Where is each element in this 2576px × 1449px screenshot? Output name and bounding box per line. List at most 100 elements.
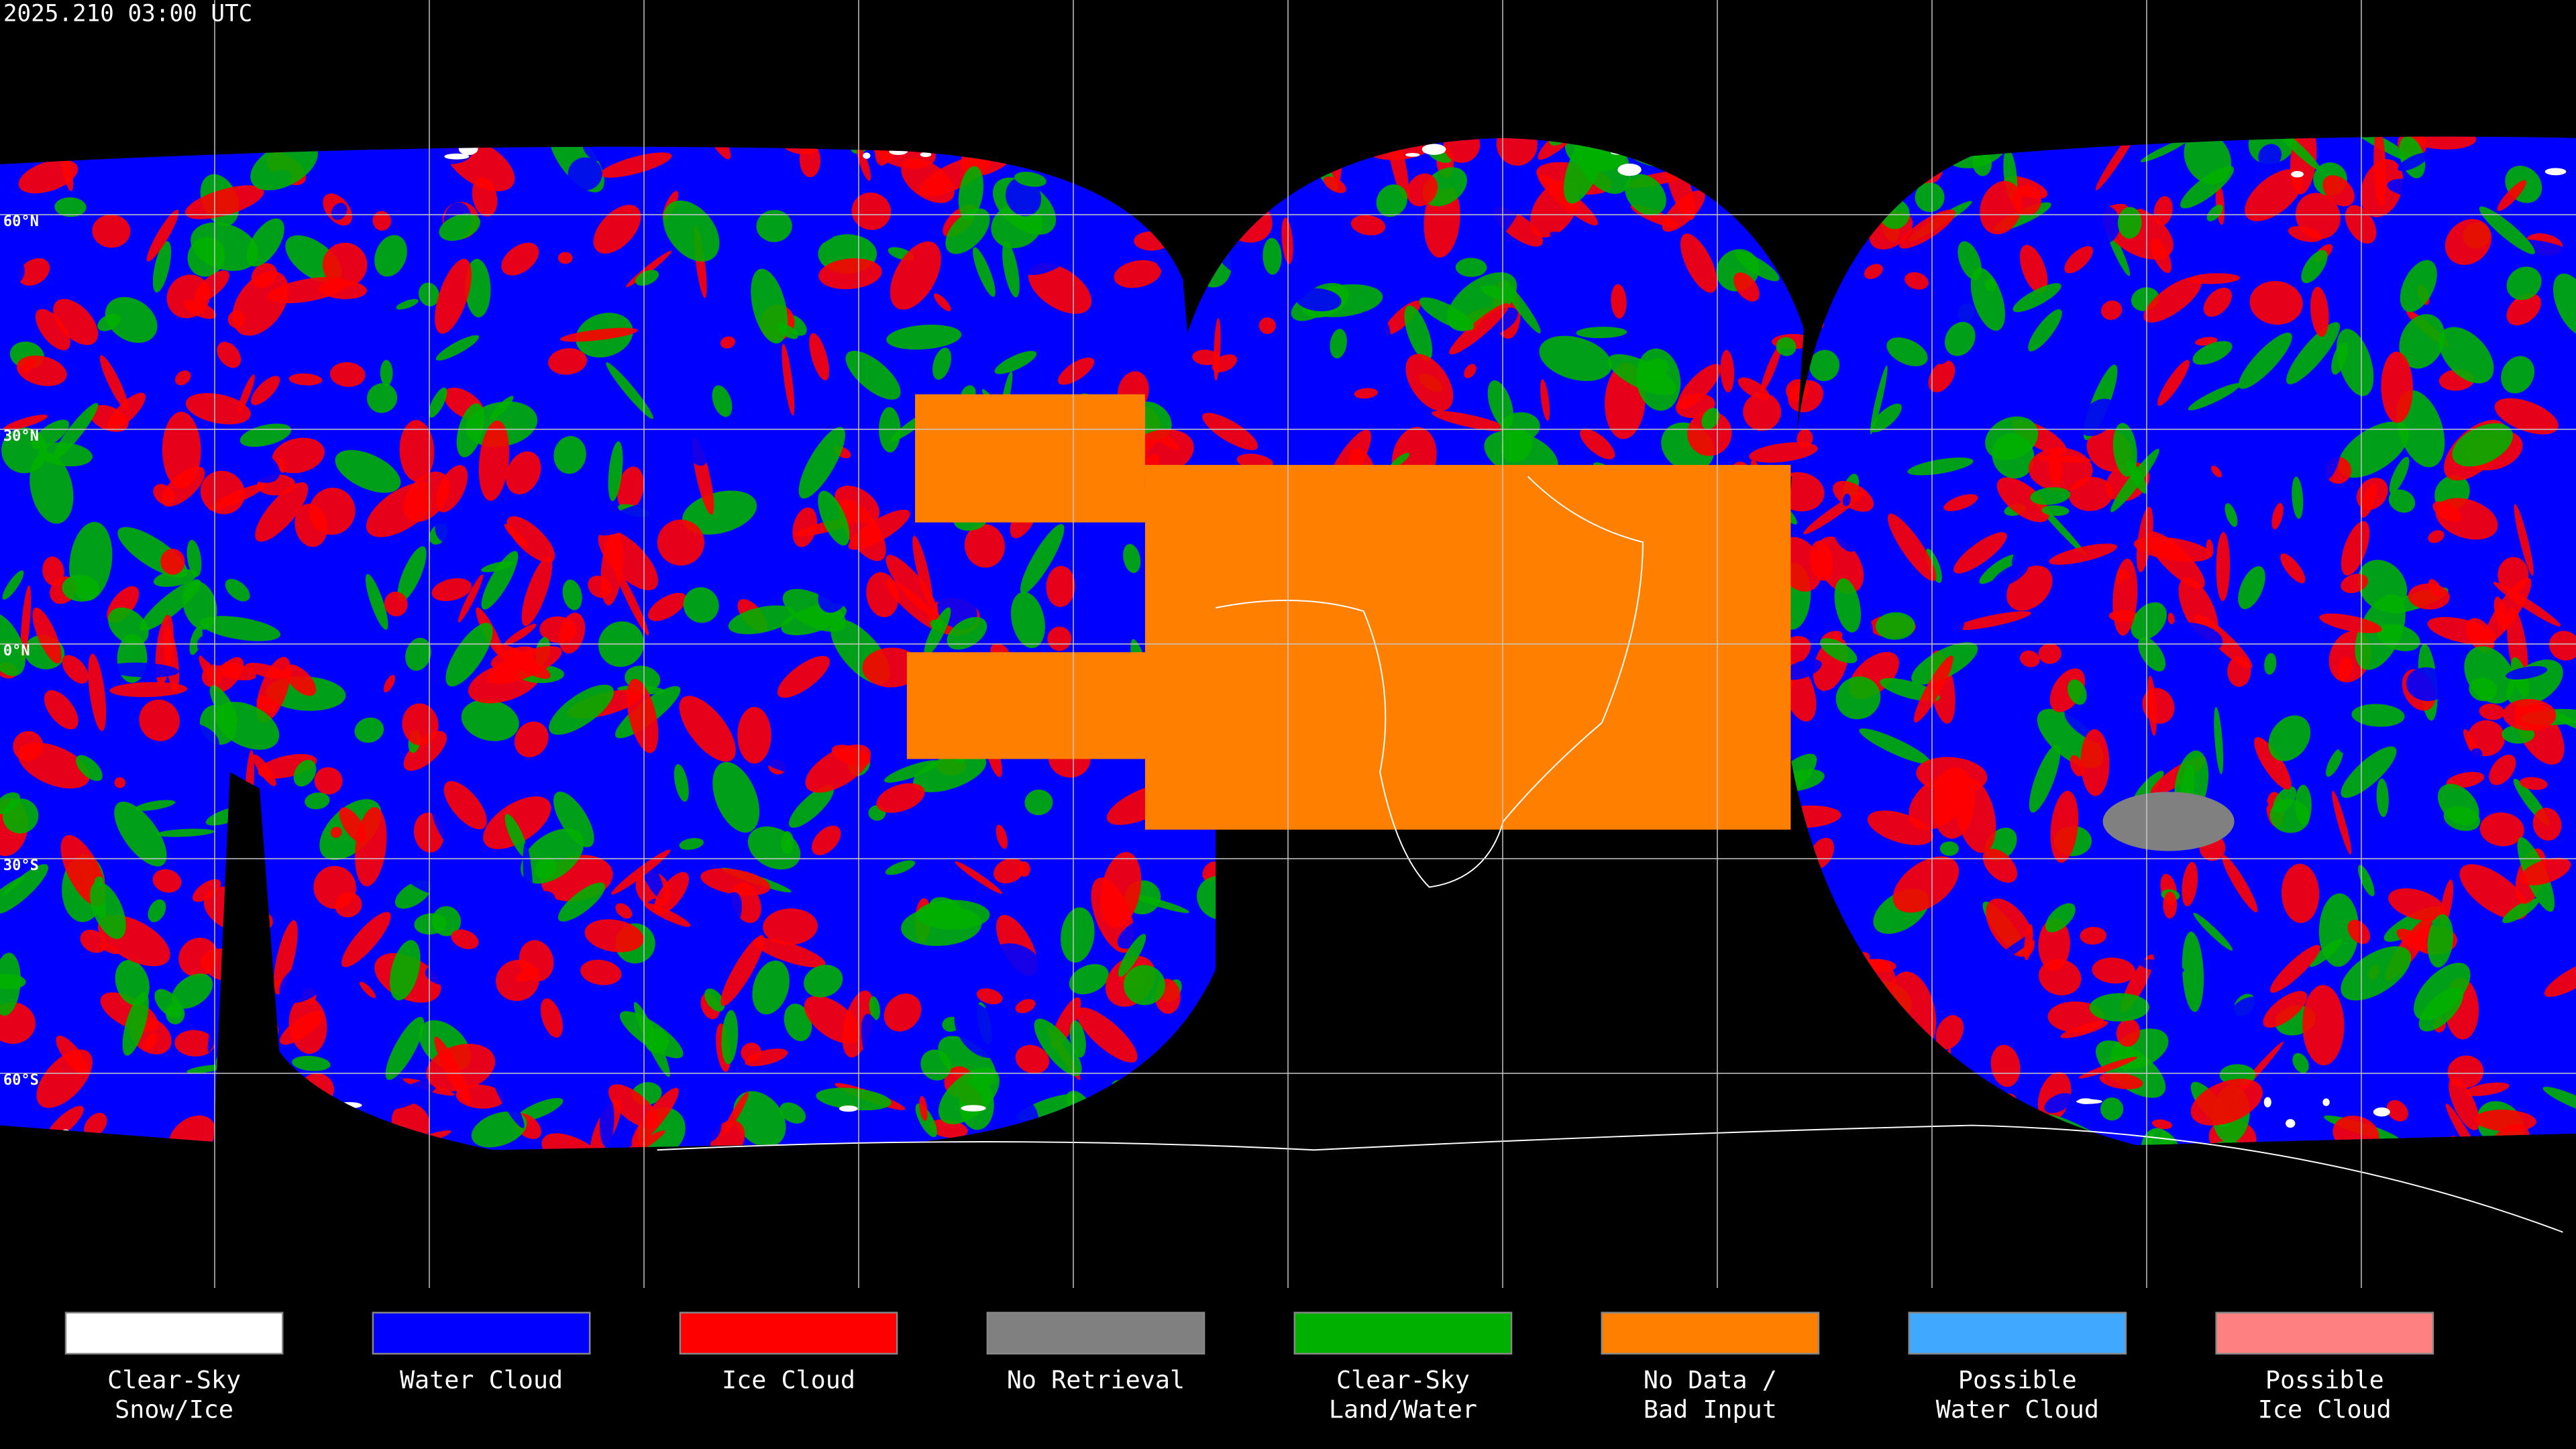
cloud-patch (1256, 372, 1302, 419)
cloud-patch (1550, 231, 1620, 266)
cloud-patch (435, 258, 472, 334)
cloud-patch (1123, 965, 1166, 1006)
cloud-patch (553, 792, 594, 847)
cloud-patch (2389, 457, 2410, 494)
cloud-patch (2288, 225, 2322, 242)
snow-patch (1421, 144, 1446, 155)
cloud-patch (2522, 1014, 2566, 1076)
cloud-patch (2280, 553, 2306, 584)
cloud-patch (611, 849, 671, 895)
cloud-patch (809, 333, 830, 381)
cloud-patch (13, 731, 44, 761)
cloud-patch (443, 781, 487, 830)
cloud-patch (160, 548, 185, 575)
cloud-patch (2268, 715, 2311, 761)
legend-swatch (986, 1311, 1205, 1355)
cloud-patch (2497, 180, 2526, 211)
cloud-patch (615, 903, 633, 919)
cloud-patch (2387, 829, 2430, 861)
cloud-patch (384, 591, 408, 616)
cloud-patch (148, 899, 166, 922)
cloud-patch (330, 826, 342, 839)
cloud-patch (2099, 1072, 2143, 1089)
cloud-patch (599, 1095, 614, 1147)
legend-label: Possible (2265, 1365, 2384, 1394)
cloud-patch (1407, 173, 1438, 207)
cloud-patch (2030, 487, 2071, 505)
cloud-patch (482, 348, 539, 391)
cloud-patch (1611, 284, 1627, 319)
cloud-patch (217, 341, 241, 368)
cloud-patch (0, 876, 25, 903)
cloud-patch (521, 556, 553, 627)
cloud-patch (1295, 288, 1342, 312)
cloud-patch (700, 868, 771, 896)
cloud-patch (784, 1004, 812, 1042)
cloud-patch (683, 587, 719, 623)
cloud-patch (1496, 136, 1538, 166)
cloud-patch (284, 664, 317, 696)
cloud-patch (414, 913, 447, 935)
cloud-patch (156, 828, 215, 837)
cloud-patch (835, 485, 880, 524)
cloud-patch (1749, 442, 1818, 463)
legend-label: No Data / (1644, 1365, 1777, 1394)
cloud-patch (2224, 503, 2238, 527)
cloud-patch (2150, 238, 2171, 273)
cloud-patch (2356, 478, 2388, 511)
cloud-patch (2282, 863, 2320, 923)
cloud-patch (704, 988, 725, 1012)
cloud-patch (2078, 398, 2117, 437)
cloud-patch (2355, 594, 2406, 670)
cloud-patch (2044, 1093, 2073, 1114)
cloud-patch (2050, 790, 2079, 863)
cloud-patch (2373, 136, 2386, 207)
cloud-patch (818, 490, 850, 546)
cloud-patch (947, 616, 987, 650)
cloud-patch (42, 556, 64, 586)
snow-patch (2291, 170, 2304, 178)
cloud-patch (425, 963, 470, 987)
cloud-patch (1353, 311, 1391, 353)
cloud-patch (593, 205, 641, 254)
cloud-patch (2286, 322, 2341, 384)
cloud-patch (1258, 317, 1276, 334)
cloud-patch (431, 578, 472, 602)
cloud-patch (644, 808, 677, 856)
cloud-patch (1015, 1044, 1050, 1074)
cloud-patch (184, 185, 264, 219)
cloud-patch (861, 1014, 887, 1081)
cloud-patch (990, 943, 1040, 979)
cloud-patch (557, 252, 573, 264)
cloud-patch (521, 828, 584, 884)
cloud-patch (2159, 622, 2223, 655)
cloud-patch (435, 465, 468, 513)
cloud-patch (2341, 946, 2412, 1001)
cloud-patch (232, 271, 289, 336)
cloud-patch (334, 892, 362, 918)
cloud-patch (2532, 808, 2562, 841)
cloud-patch (1123, 543, 1141, 574)
cloud-patch (2217, 1044, 2253, 1071)
cloud-patch (2341, 746, 2397, 798)
cloud-patch (504, 623, 537, 646)
cloud-patch (523, 843, 534, 924)
cloud-patch (876, 783, 925, 813)
cloud-patch (2518, 962, 2533, 979)
cloud-patch (654, 871, 690, 915)
cloud-patch (1899, 209, 1955, 249)
cloud-patch (501, 242, 539, 276)
cloud-patch (1020, 524, 1065, 594)
cloud-patch (194, 270, 229, 302)
cloud-patch (2193, 912, 2233, 951)
cloud-patch (380, 360, 393, 386)
cloud-patch (883, 994, 922, 1032)
cloud-patch (471, 1111, 527, 1148)
cloud-patch (432, 804, 472, 860)
cloud-patch (2326, 747, 2343, 777)
cloud-patch (2064, 246, 2093, 274)
cloud-patch (2141, 568, 2155, 592)
latitude-label: 0°N (3, 643, 30, 659)
cloud-patch (602, 1130, 665, 1150)
cloud-patch (2080, 729, 2110, 796)
